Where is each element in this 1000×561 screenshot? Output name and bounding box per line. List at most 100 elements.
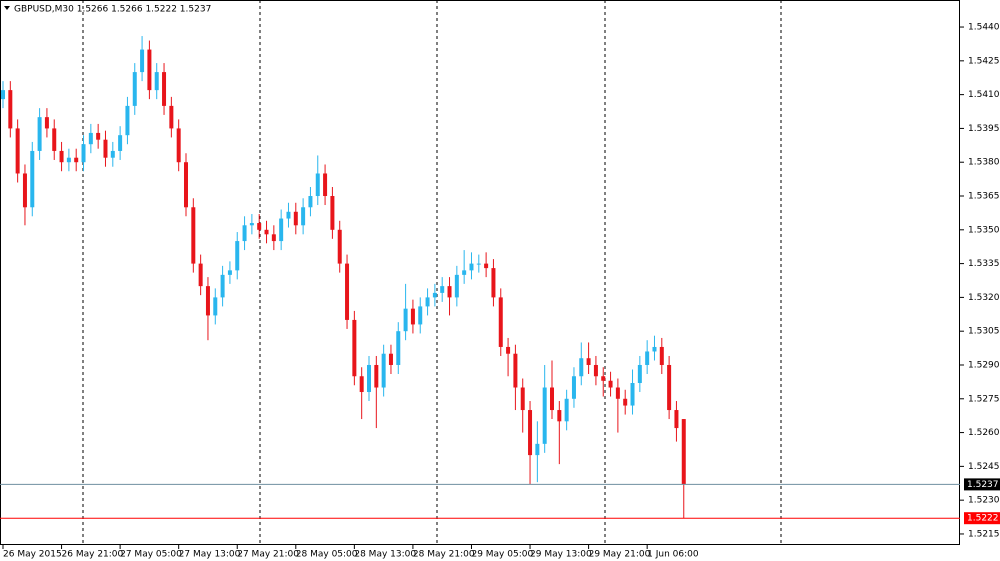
candle-body (520, 387, 525, 411)
candle-body (506, 346, 511, 354)
y-tick-label: 1.5290 (968, 360, 1000, 370)
candle-body (264, 229, 269, 235)
y-tick-label: 1.5380 (968, 158, 1000, 168)
price-label: 1.5222 (967, 514, 999, 524)
candle-body (425, 297, 430, 307)
y-tick-label: 1.5440 (968, 23, 1000, 33)
candle-body (1, 90, 5, 100)
candle-body (81, 144, 86, 163)
candle-body (345, 263, 350, 320)
candle-body (169, 105, 174, 129)
candle-body (586, 358, 591, 365)
candle-body (418, 306, 423, 325)
y-tick-label: 1.5425 (968, 56, 1000, 66)
candle-body (249, 223, 254, 226)
candle-body (176, 128, 181, 163)
candle-body (608, 380, 613, 388)
candle-body (286, 211, 291, 219)
candle-body (22, 173, 27, 208)
candle-body (674, 410, 679, 429)
y-tick-label: 1.5260 (968, 428, 1000, 438)
candle-body (323, 173, 328, 197)
y-tick-label: 1.5410 (968, 90, 1000, 100)
candle-body (659, 346, 664, 365)
candle-body (637, 364, 642, 384)
candle-body (30, 150, 35, 208)
candle-body (535, 443, 540, 456)
y-tick-label: 1.5230 (968, 496, 1000, 506)
candle-body (15, 128, 20, 174)
candle-body (88, 132, 93, 145)
x-tick-label: 28 May 13:00 (354, 550, 416, 560)
candle-body (103, 139, 108, 158)
candle-body (623, 398, 628, 406)
candle-body (235, 241, 240, 271)
candle-body (162, 72, 167, 106)
chart-title: GBPUSD,M30 1.5266 1.5266 1.5222 1.5237 (14, 5, 211, 15)
candle-body (447, 286, 452, 298)
y-tick-label: 1.5335 (968, 259, 1000, 269)
price-label-box (964, 512, 1000, 525)
candle-body (293, 211, 298, 226)
period-separators (82, 0, 782, 545)
x-tick-label: 26 May 21:00 (62, 550, 124, 560)
candle-body (359, 376, 364, 393)
candle-body (154, 72, 159, 91)
candle-body (315, 173, 320, 197)
candle-body (242, 225, 247, 242)
y-tick-label: 1.5320 (968, 293, 1000, 303)
candle-body (528, 410, 533, 456)
y-tick-label: 1.5215 (968, 529, 1000, 539)
candle-body (330, 196, 335, 230)
x-tick-label: 28 May 21:00 (413, 550, 475, 560)
y-tick-label: 1.5305 (968, 327, 1000, 337)
candle-body (615, 387, 620, 399)
candle-body (66, 157, 71, 163)
candle-body (205, 286, 210, 316)
candle-body (645, 351, 650, 365)
candle-body (140, 49, 145, 73)
candle-body (601, 376, 606, 381)
candle-body (125, 105, 130, 136)
candle-body (462, 270, 467, 275)
candle-body (410, 308, 415, 325)
candle-body (652, 346, 657, 352)
candle-body (44, 117, 49, 129)
candle-body (352, 319, 357, 377)
candle-body (220, 274, 225, 298)
candle-body (213, 297, 218, 316)
y-tick-label: 1.5245 (968, 462, 1000, 472)
price-label: 1.5237 (967, 480, 999, 490)
candle-body (550, 387, 554, 411)
candle-body (37, 117, 42, 151)
candle-body (8, 90, 13, 129)
candle-body (59, 150, 64, 163)
candle-body (308, 196, 313, 208)
candle-body (491, 268, 496, 298)
candle-body (96, 132, 101, 140)
candle-body (432, 292, 437, 298)
candle-body (571, 376, 576, 399)
candle-body (198, 263, 203, 287)
candle-body (388, 353, 393, 365)
candle-body (454, 274, 459, 298)
candle-body (132, 72, 137, 106)
candle-body (667, 364, 672, 411)
candle-body (257, 223, 262, 230)
candle-body (374, 364, 379, 388)
x-tick-label: 26 May 2015 (3, 550, 62, 560)
candle-body (440, 286, 445, 293)
x-tick-label: 29 May 21:00 (589, 550, 651, 560)
candle-body (579, 358, 584, 377)
candle-body (271, 234, 276, 242)
y-tick-label: 1.5350 (968, 225, 1000, 235)
candle-body (367, 364, 371, 393)
candle-body (191, 207, 196, 264)
candle-body (147, 49, 152, 91)
x-tick-label: 29 May 13:00 (530, 550, 592, 560)
candle-body (557, 410, 562, 422)
candle-body (476, 263, 481, 265)
x-tick-label: 28 May 05:00 (296, 550, 358, 560)
candle-body (337, 229, 342, 264)
